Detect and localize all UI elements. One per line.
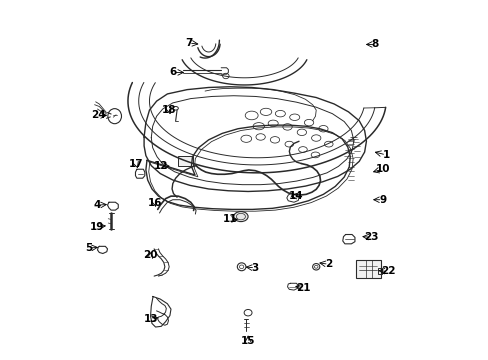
- Text: 1: 1: [382, 150, 389, 160]
- Text: 24: 24: [91, 111, 105, 121]
- Text: 9: 9: [378, 195, 386, 205]
- Text: 13: 13: [144, 314, 158, 324]
- Text: 15: 15: [241, 336, 255, 346]
- Text: 16: 16: [147, 198, 162, 208]
- Text: 23: 23: [364, 232, 378, 242]
- Text: 17: 17: [129, 159, 143, 169]
- Text: 10: 10: [375, 164, 389, 174]
- Text: 5: 5: [85, 243, 92, 253]
- Text: 2: 2: [325, 259, 332, 269]
- Text: 3: 3: [251, 263, 258, 273]
- Text: 22: 22: [380, 266, 394, 276]
- Text: 19: 19: [90, 222, 104, 231]
- Text: 4: 4: [94, 200, 101, 210]
- Text: 12: 12: [154, 161, 168, 171]
- Bar: [377, 267, 382, 274]
- Ellipse shape: [233, 212, 247, 222]
- Bar: [355, 260, 380, 278]
- Text: 14: 14: [288, 191, 303, 201]
- Text: 18: 18: [162, 105, 176, 115]
- Bar: [178, 156, 192, 166]
- Text: 6: 6: [169, 67, 176, 77]
- Text: 20: 20: [143, 250, 158, 260]
- Text: 21: 21: [296, 283, 310, 293]
- Text: 8: 8: [371, 40, 378, 49]
- Text: 7: 7: [185, 38, 192, 48]
- Text: 11: 11: [223, 215, 237, 224]
